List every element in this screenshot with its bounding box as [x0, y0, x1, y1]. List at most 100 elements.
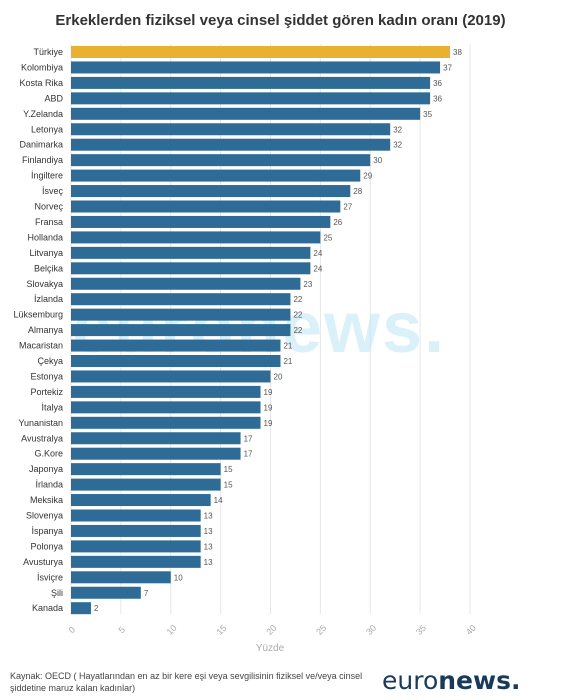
value-label: 36: [433, 79, 442, 88]
category-label: Y.Zelanda: [23, 109, 63, 119]
bar-26: [71, 447, 241, 460]
value-label: 13: [204, 542, 213, 551]
value-label: 37: [443, 63, 452, 72]
bar-13: [71, 246, 311, 259]
value-label: 13: [204, 527, 213, 536]
logo-part-1: euro: [382, 666, 439, 695]
bar-11: [71, 215, 331, 228]
bar-3: [71, 92, 431, 105]
category-label: Kosta Rika: [19, 78, 63, 88]
category-label: İngiltere: [31, 171, 63, 181]
bar-17: [71, 308, 291, 321]
x-tick-label: 35: [414, 623, 428, 637]
x-tick-label: 20: [264, 623, 278, 637]
bar-31: [71, 524, 201, 537]
value-label: 22: [293, 311, 302, 320]
bar-36: [71, 602, 91, 615]
value-label: 35: [423, 110, 432, 119]
bar-23: [71, 401, 261, 414]
bar-20: [71, 355, 281, 367]
category-label: Danimarka: [19, 140, 63, 150]
value-label: 19: [264, 388, 273, 397]
value-label: 2: [94, 604, 99, 613]
category-label: İrlanda: [35, 480, 63, 490]
category-label: Fransa: [35, 217, 63, 227]
value-label: 22: [293, 295, 302, 304]
x-tick-label: 10: [165, 623, 179, 637]
bar-30: [71, 509, 201, 522]
value-label: 24: [313, 264, 322, 273]
value-label: 15: [224, 481, 233, 490]
bar-9: [71, 185, 351, 198]
category-label: Kolombiya: [21, 62, 63, 72]
value-label: 17: [244, 434, 253, 443]
category-label: İspanya: [31, 526, 63, 536]
value-label: 15: [224, 465, 233, 474]
value-label: 17: [244, 450, 253, 459]
value-label: 13: [204, 558, 213, 567]
value-label: 24: [313, 249, 322, 258]
value-label: 36: [433, 94, 442, 103]
category-label: İtalya: [41, 402, 63, 412]
category-label: Litvanya: [29, 248, 63, 258]
bar-29: [71, 494, 211, 507]
category-label: Slovakya: [26, 279, 63, 289]
category-label: Yunanistan: [18, 418, 63, 428]
value-label: 10: [174, 573, 183, 582]
value-label: 23: [303, 280, 312, 289]
x-tick-label: 40: [464, 623, 478, 637]
bar-35: [71, 586, 141, 599]
value-label: 29: [363, 172, 372, 181]
bar-12: [71, 231, 321, 244]
category-label: G.Kore: [34, 449, 63, 459]
bar-6: [71, 138, 391, 151]
source-note: Kaynak: OECD ( Hayatlarından en az bir k…: [10, 671, 363, 693]
x-tick-label: 5: [116, 625, 127, 636]
bar-1: [71, 61, 441, 74]
euronews-logo: euronews.: [382, 666, 520, 695]
bar-19: [71, 339, 281, 352]
bar-16: [71, 293, 291, 306]
category-label: Finlandiya: [22, 155, 63, 165]
bar-21: [71, 370, 271, 383]
x-tick-label: 25: [314, 623, 328, 637]
category-label: Meksika: [30, 495, 63, 505]
value-label: 7: [144, 589, 149, 598]
value-label: 21: [283, 342, 292, 351]
value-label: 25: [323, 233, 332, 242]
category-label: Portekiz: [30, 387, 63, 397]
category-label: Belçika: [34, 263, 63, 273]
value-label: 27: [343, 203, 352, 212]
x-axis-label: Yüzde: [256, 643, 285, 654]
bar-14: [71, 262, 311, 275]
bar-4: [71, 107, 421, 120]
category-label: Polonya: [30, 541, 63, 551]
x-tick-label: 15: [214, 623, 228, 637]
value-label: 13: [204, 512, 213, 521]
category-label: Japonya: [29, 464, 63, 474]
category-label: İzlanda: [34, 294, 63, 304]
bar-8: [71, 169, 361, 182]
value-label: 28: [353, 187, 362, 196]
value-label: 14: [214, 496, 223, 505]
bars: Türkiye 38 Kolombiya 37 Kosta Rika 36 ABD 36 Y.Z…: [13, 46, 462, 615]
x-tick-label: 0: [67, 625, 78, 636]
bar-18: [71, 324, 291, 337]
value-label: 30: [373, 156, 382, 165]
category-label: Letonya: [31, 124, 63, 134]
category-label: Avustralya: [21, 433, 63, 443]
value-label: 38: [453, 48, 462, 57]
category-label: Hollanda: [27, 232, 63, 242]
bar-28: [71, 478, 221, 491]
category-label: Slovenya: [26, 511, 63, 521]
bar-34: [71, 571, 171, 584]
x-tick-labels: 0 5 10 15 20 25 30 35 40: [67, 623, 478, 637]
value-label: 21: [283, 357, 292, 366]
category-label: Avusturya: [23, 557, 63, 567]
bar-24: [71, 416, 261, 429]
bar-15: [71, 277, 301, 290]
category-label: Kanada: [32, 603, 63, 613]
value-label: 20: [274, 372, 283, 381]
category-label: Türkiye: [33, 47, 63, 57]
